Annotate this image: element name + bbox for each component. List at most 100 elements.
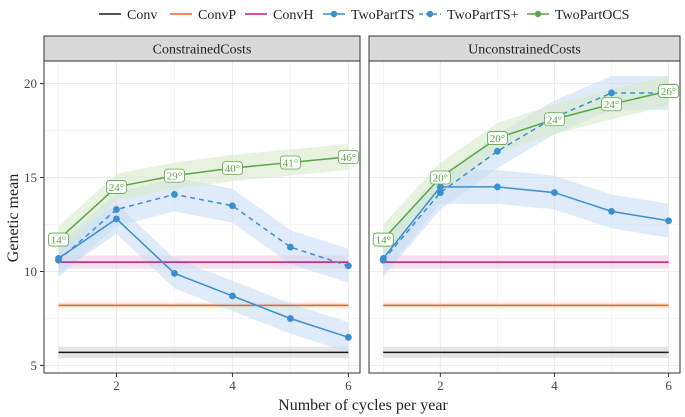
- angle-label: 24°: [601, 97, 622, 112]
- angle-label-text: 20°: [433, 173, 448, 185]
- angle-annotations: 14° 20° 20° 24° 24° 26°: [372, 84, 679, 247]
- x-tick-label: 6: [345, 378, 352, 393]
- angle-label-box: [601, 97, 622, 112]
- legend-label: TwoPartTS: [351, 8, 415, 23]
- legend-label: TwoPartOCS: [555, 8, 629, 23]
- y-tick-label: 10: [24, 264, 37, 279]
- band-twopartocs: [58, 143, 349, 253]
- panel-constrainedcosts: ConstrainedCosts 14° 24° 29° 40° 41° 46° 2 4 6 5 10…: [24, 35, 361, 393]
- angle-label-text: 46°: [341, 152, 356, 164]
- panels: ConstrainedCosts 14° 24° 29° 40° 41° 46° 2 4 6 5 10…: [24, 35, 681, 393]
- data-point-twopartts: [113, 215, 120, 223]
- band-twopartts: [58, 203, 349, 353]
- angle-label-box: [429, 170, 451, 185]
- angle-label-text: 24°: [547, 114, 562, 126]
- legend-key-marker: [534, 10, 542, 18]
- data-point-twopartts-plus: [229, 202, 236, 210]
- legend-key-marker: [426, 10, 434, 18]
- data-point-twopartts: [229, 292, 236, 300]
- y-tick-label: 20: [24, 76, 37, 91]
- angle-label-box: [164, 168, 185, 183]
- data-point-twopartts: [436, 183, 444, 191]
- series-twopartts-plus: [55, 191, 352, 270]
- angle-label-text: 29°: [167, 171, 182, 183]
- data-point-twopartts: [493, 183, 501, 191]
- x-axis-ticks: 2 4 6: [113, 373, 352, 393]
- data-point-twopartts-plus: [379, 256, 387, 264]
- angle-annotations: 14° 24° 29° 40° 41° 46°: [48, 149, 359, 247]
- legend-item-twopartts-plus: TwoPartTS+: [419, 8, 519, 23]
- data-point-twopartts: [608, 207, 615, 215]
- data-point-twopartts-plus: [493, 147, 501, 155]
- data-point-twopartts-plus: [55, 256, 62, 264]
- angle-label: 41°: [280, 155, 301, 170]
- data-point-twopartts-plus: [113, 206, 120, 213]
- gridlines: [369, 61, 680, 373]
- panel-border: [368, 60, 681, 374]
- angle-label: 46°: [338, 149, 359, 164]
- angle-label-text: 24°: [109, 182, 124, 194]
- angle-label-box: [106, 180, 127, 194]
- angle-label-text: 20°: [490, 133, 505, 145]
- series-line-twopartts-plus: [382, 92, 669, 261]
- legend-item-twopartts: TwoPartTS: [323, 8, 415, 23]
- series-line-twopartts: [58, 217, 349, 339]
- series-twopartts: [55, 215, 352, 341]
- data-point-twopartts-plus: [171, 191, 178, 198]
- x-axis-ticks: 2 4 6: [437, 373, 672, 393]
- angle-label: 14°: [48, 232, 69, 247]
- series-twopartts: [379, 183, 672, 262]
- angle-label-box: [222, 161, 243, 176]
- angle-label-text: 24°: [604, 99, 619, 111]
- x-tick-label: 4: [229, 378, 236, 393]
- angle-label-box: [338, 149, 359, 164]
- legend-label: TwoPartTS+: [447, 8, 519, 23]
- data-point-twopartts-plus: [436, 189, 444, 196]
- angle-label: 20°: [486, 131, 508, 145]
- angle-label: 29°: [164, 168, 185, 183]
- series-line-twopartts: [382, 186, 669, 259]
- x-tick-label: 6: [665, 378, 672, 393]
- data-point-twopartts: [665, 217, 672, 225]
- angle-label-box: [544, 112, 565, 127]
- y-tick-label: 15: [24, 170, 37, 185]
- data-point-twopartts-plus: [608, 89, 615, 97]
- panel-strip-label: UnconstrainedCosts: [468, 43, 581, 58]
- panel-border: [43, 60, 361, 374]
- angle-label-text: 41°: [283, 157, 298, 169]
- data-point-twopartts-plus: [345, 262, 352, 270]
- legend-item-twopartocs: TwoPartOCS: [527, 8, 629, 23]
- data-point-twopartts: [551, 189, 558, 196]
- data-point-twopartts-plus: [287, 243, 294, 251]
- angle-label-box: [658, 84, 679, 98]
- angle-label-text: 26°: [661, 86, 676, 98]
- x-tick-label: 2: [113, 378, 120, 393]
- angle-label: 20°: [429, 170, 451, 185]
- angle-label: 40°: [222, 161, 243, 176]
- angle-label-box: [372, 232, 394, 247]
- panel-unconstrainedcosts: UnconstrainedCosts 14° 20° 20° 24° 24° 26° 2 4 6: [368, 35, 681, 393]
- angle-label-box: [486, 131, 508, 145]
- angle-label-text: 14°: [376, 235, 391, 247]
- angle-label-text: 14°: [51, 235, 66, 247]
- legend: Conv ConvP ConvH TwoPartTS TwoPartTS+ TwoPart…: [99, 8, 629, 23]
- legend-key-marker: [330, 10, 338, 18]
- x-axis-title: Number of cycles per year: [278, 397, 448, 414]
- panel-strip-label: ConstrainedCosts: [153, 43, 252, 58]
- angle-label-box: [48, 232, 69, 247]
- band-twopartts-plus: [58, 177, 349, 283]
- band-twopartocs: [383, 76, 669, 255]
- angle-label: 24°: [544, 112, 565, 127]
- x-tick-label: 2: [437, 378, 444, 393]
- y-axis-title: Genetic mean: [5, 174, 22, 262]
- data-point-twopartts: [171, 269, 178, 277]
- x-tick-label: 4: [551, 378, 558, 393]
- series-line-twopartts-plus: [58, 193, 349, 267]
- angle-label-text: 40°: [225, 163, 240, 175]
- angle-label: 14°: [372, 232, 394, 247]
- legend-label: Conv: [127, 8, 157, 23]
- panel-strip: [368, 35, 681, 62]
- data-point-twopartts: [345, 333, 352, 341]
- angle-label-box: [280, 155, 301, 170]
